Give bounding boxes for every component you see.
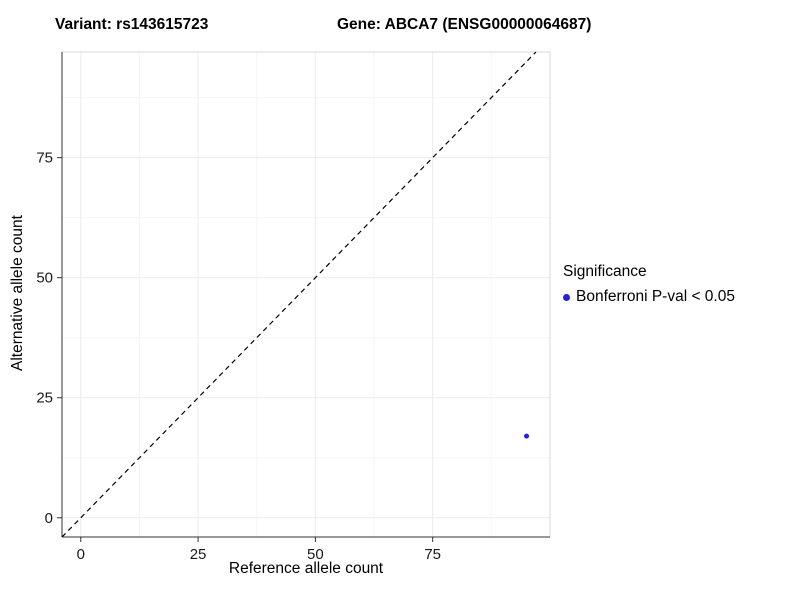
plot-title-variant: Variant: rs143615723 <box>55 16 209 33</box>
x-tick-label: 0 <box>77 546 85 563</box>
legend-item: Bonferroni P-val < 0.05 <box>563 288 735 306</box>
plot-title-gene: Gene: ABCA7 (ENSG00000064687) <box>337 16 592 33</box>
legend-title: Significance <box>563 263 647 280</box>
y-axis-label: Alternative allele count <box>9 215 26 371</box>
panel-border <box>61 51 551 538</box>
identity-line <box>61 51 537 538</box>
x-axis-label: Reference allele count <box>228 560 384 577</box>
legend: Significance Bonferroni P-val < 0.05 <box>563 263 735 306</box>
y-tick-label: 25 <box>36 390 53 407</box>
data-point <box>524 433 530 439</box>
x-tick-label: 75 <box>424 546 441 563</box>
y-tick-label: 50 <box>36 270 53 287</box>
y-tick-label: 0 <box>45 510 53 527</box>
x-tick-label: 25 <box>190 546 207 563</box>
legend-item-label: Bonferroni P-val < 0.05 <box>576 288 735 305</box>
legend-point-icon <box>563 293 570 301</box>
x-tick-label: 50 <box>307 546 324 563</box>
y-tick-label: 75 <box>36 150 53 167</box>
